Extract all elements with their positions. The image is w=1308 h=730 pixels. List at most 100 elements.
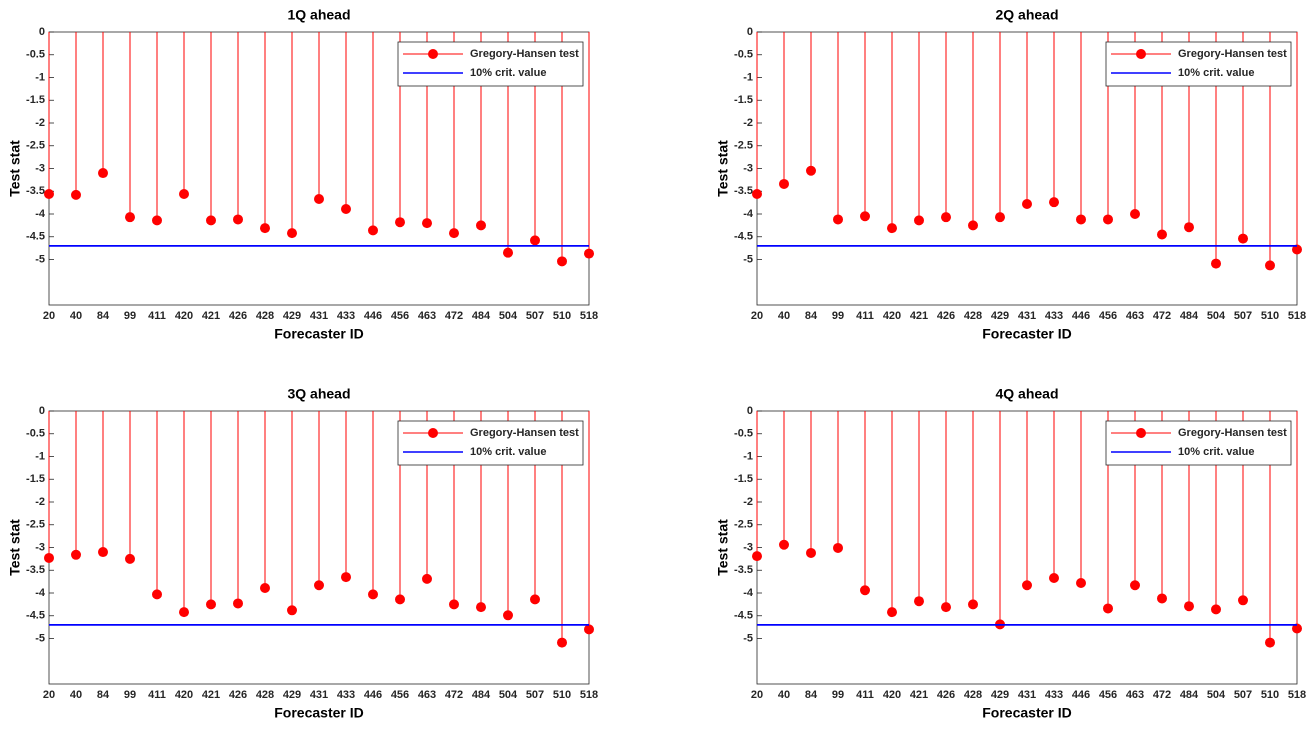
- stem-marker: [287, 228, 297, 239]
- stem-marker: [887, 607, 897, 618]
- stem-marker: [1265, 260, 1275, 271]
- y-tick-label: -1.5: [26, 473, 45, 485]
- x-tick-label: 20: [751, 310, 763, 322]
- x-tick-label: 421: [202, 689, 220, 701]
- stem-marker: [395, 594, 405, 605]
- stem-marker: [941, 602, 951, 613]
- legend-label: Gregory-Hansen test: [1178, 427, 1287, 439]
- y-tick-label: -5: [35, 632, 45, 644]
- stem-marker: [368, 225, 378, 236]
- legend-label: 10% crit. value: [1178, 67, 1254, 79]
- stem-marker: [152, 215, 162, 226]
- y-tick-label: -2.5: [26, 519, 45, 531]
- x-tick-label: 99: [832, 689, 844, 701]
- x-tick-label: 84: [805, 689, 818, 701]
- x-tick-label: 456: [1099, 310, 1117, 322]
- legend-label: Gregory-Hansen test: [470, 427, 579, 439]
- stem-marker: [1022, 198, 1032, 209]
- x-tick-label: 428: [256, 310, 274, 322]
- x-tick-label: 463: [1126, 310, 1144, 322]
- y-tick-label: -3: [743, 162, 753, 174]
- y-tick-label: -1: [743, 71, 753, 83]
- x-tick-label: 429: [991, 689, 1009, 701]
- stem-marker: [44, 188, 54, 199]
- stem-marker: [125, 553, 135, 564]
- x-tick-label: 84: [97, 689, 110, 701]
- x-tick-label: 518: [580, 310, 598, 322]
- stem-marker: [833, 214, 843, 225]
- stem-marker: [1184, 601, 1194, 612]
- y-tick-label: -4.5: [26, 610, 45, 622]
- stem-marker: [1184, 222, 1194, 233]
- x-tick-label: 507: [526, 310, 544, 322]
- stem-marker: [206, 215, 216, 226]
- stem-marker: [98, 168, 108, 179]
- stem-marker: [341, 203, 351, 214]
- stem-marker: [557, 637, 567, 648]
- x-tick-label: 411: [148, 689, 166, 701]
- y-tick-label: -3.5: [734, 564, 753, 576]
- x-tick-label: 510: [553, 310, 571, 322]
- stem-marker: [530, 235, 540, 246]
- x-tick-label: 484: [1180, 310, 1199, 322]
- stem-marker: [1157, 229, 1167, 240]
- legend-box: [1105, 41, 1292, 87]
- legend-box: [397, 41, 584, 87]
- y-tick-label: -5: [35, 253, 45, 265]
- x-tick-label: 433: [337, 310, 355, 322]
- stem-marker: [260, 223, 270, 234]
- x-tick-label: 446: [364, 689, 382, 701]
- y-tick-label: -1.5: [26, 94, 45, 106]
- x-tick-label: 411: [148, 310, 166, 322]
- stem-marker: [968, 599, 978, 610]
- y-tick-label: 0: [747, 26, 753, 38]
- y-tick-label: -2: [743, 496, 753, 508]
- x-tick-label: 446: [364, 310, 382, 322]
- y-tick-label: -1.5: [734, 473, 753, 485]
- legend-swatch: [428, 428, 438, 438]
- x-tick-label: 40: [70, 310, 82, 322]
- x-tick-label: 426: [229, 689, 247, 701]
- stem-marker: [503, 610, 513, 621]
- x-tick-label: 507: [1234, 310, 1252, 322]
- stem-marker: [1292, 244, 1302, 255]
- stem-marker: [152, 589, 162, 600]
- y-tick-label: -3.5: [734, 185, 753, 197]
- y-tick-label: -3.5: [26, 564, 45, 576]
- x-tick-label: 431: [1018, 310, 1036, 322]
- x-tick-label: 510: [553, 689, 571, 701]
- y-tick-label: 0: [747, 405, 753, 417]
- x-tick-label: 420: [883, 310, 901, 322]
- x-tick-label: 40: [70, 689, 82, 701]
- x-tick-label: 484: [1180, 689, 1199, 701]
- stem-marker: [341, 572, 351, 583]
- stem-marker: [530, 594, 540, 605]
- y-axis-label: Test stat: [7, 519, 23, 576]
- stem-marker: [1157, 593, 1167, 604]
- stem-marker: [914, 215, 924, 226]
- y-tick-label: -0.5: [26, 428, 45, 440]
- y-tick-label: -0.5: [734, 49, 753, 61]
- x-tick-label: 456: [391, 310, 409, 322]
- stem-marker: [941, 212, 951, 223]
- legend-box: [1105, 420, 1292, 466]
- x-tick-label: 99: [124, 689, 136, 701]
- stem-marker: [314, 580, 324, 591]
- y-tick-label: -2: [35, 496, 45, 508]
- x-tick-label: 421: [910, 310, 928, 322]
- stem-marker: [422, 573, 432, 584]
- stem-marker: [1049, 572, 1059, 583]
- y-tick-label: -0.5: [26, 49, 45, 61]
- stem-marker: [1238, 233, 1248, 244]
- x-tick-label: 463: [418, 310, 436, 322]
- stem-marker: [233, 214, 243, 225]
- y-tick-label: -2.5: [26, 140, 45, 152]
- stem-marker: [968, 220, 978, 231]
- y-tick-label: -4: [35, 208, 46, 220]
- legend-label: 10% crit. value: [1178, 446, 1254, 458]
- legend-label: Gregory-Hansen test: [1178, 48, 1287, 60]
- chart-title: 2Q ahead: [995, 7, 1058, 23]
- x-tick-label: 431: [310, 689, 328, 701]
- x-tick-label: 484: [472, 310, 491, 322]
